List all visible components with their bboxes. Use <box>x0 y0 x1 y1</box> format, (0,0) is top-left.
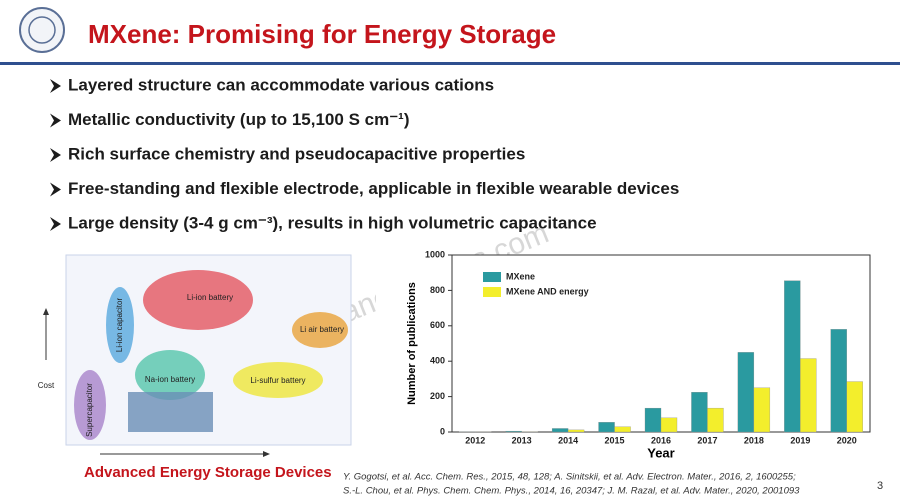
x-tick-label: 2014 <box>558 435 578 445</box>
legend-swatch <box>483 287 501 297</box>
device-label: Li-ion battery <box>187 293 233 302</box>
bar <box>830 329 847 433</box>
bar <box>846 381 863 433</box>
bar <box>753 387 771 433</box>
device-bubble <box>135 350 205 400</box>
y-tick-label: 400 <box>430 356 445 366</box>
y-tick-label: 0 <box>440 426 445 436</box>
bar <box>644 407 662 433</box>
reference: Y. Gogotsi, et al. Acc. Chem. Res., 2015… <box>343 472 796 483</box>
bullet-text: Free-standing and flexible electrode, ap… <box>68 179 679 198</box>
bar <box>737 352 755 433</box>
device-label: Li-sulfur battery <box>250 376 305 385</box>
bullet-text: Layered structure can accommodate variou… <box>68 75 494 94</box>
header-rule <box>0 62 900 65</box>
bar <box>551 428 569 433</box>
slide-title: MXene: Promising for Energy Storage <box>88 19 556 49</box>
x-tick-label: 2018 <box>744 435 764 445</box>
bullet-text: Large density (3-4 g cm⁻³), results in h… <box>68 213 597 232</box>
device-bubble <box>233 362 323 398</box>
x-tick-label: 2020 <box>837 435 857 445</box>
device-bubble <box>143 270 253 330</box>
bar <box>784 280 801 433</box>
bullet-marker <box>50 148 61 162</box>
device-bubble <box>292 312 348 348</box>
cost-label: Cost <box>38 381 55 390</box>
bullet-marker <box>50 182 61 197</box>
logo-inner <box>28 16 56 44</box>
bullet-marker <box>50 113 61 128</box>
x-tick-label: 2019 <box>790 435 810 445</box>
legend-label: MXene AND energy <box>506 286 589 296</box>
reference: S.-L. Chou, et al. Phys. Chem. Chem. Phy… <box>343 486 800 497</box>
arrowhead <box>263 451 270 457</box>
device-label: Li-ion capacitor <box>115 298 124 353</box>
device-bubble <box>74 370 106 440</box>
arrowhead <box>43 308 49 315</box>
solar-image <box>128 392 213 432</box>
bar <box>691 392 708 433</box>
bullet-marker <box>50 217 61 231</box>
device-bubble <box>106 287 134 363</box>
page-number: 3 <box>877 480 883 492</box>
bullet-text: Metallic conductivity (up to 15,100 S cm… <box>68 110 410 129</box>
figure-caption: Advanced Energy Storage Devices <box>84 464 332 481</box>
bar <box>567 429 585 433</box>
bullet-text: Rich surface chemistry and pseudocapacit… <box>68 144 525 163</box>
bar <box>660 417 678 433</box>
y-tick-label: 800 <box>430 285 445 295</box>
x-tick-label: 2017 <box>697 435 717 445</box>
logo <box>19 7 65 53</box>
y-tick-label: 1000 <box>425 249 445 259</box>
bar <box>614 426 631 433</box>
legend-label: MXene <box>506 271 535 281</box>
y-tick-label: 600 <box>430 320 445 330</box>
device-label: Supercapacitor <box>85 383 94 437</box>
bullet-marker <box>50 79 61 93</box>
bar <box>707 407 724 433</box>
bar <box>598 422 615 433</box>
x-tick-label: 2013 <box>512 435 532 445</box>
device-label: Li air battery <box>300 325 344 334</box>
x-axis-label: Year <box>647 445 674 460</box>
device-label: Na-ion battery <box>145 375 195 384</box>
x-tick-label: 2012 <box>465 435 485 445</box>
y-axis-label: Number of publications <box>406 282 418 405</box>
x-tick-label: 2016 <box>651 435 671 445</box>
legend-swatch <box>483 272 501 282</box>
bar <box>800 358 817 433</box>
x-tick-label: 2015 <box>605 435 625 445</box>
y-tick-label: 200 <box>430 391 445 401</box>
bar <box>505 430 522 433</box>
